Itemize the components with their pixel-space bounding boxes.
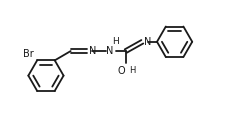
Text: N: N: [106, 46, 113, 56]
Text: H: H: [129, 66, 135, 75]
Text: N: N: [144, 37, 151, 47]
Text: H: H: [112, 37, 119, 46]
Text: N: N: [89, 46, 96, 56]
Text: O: O: [117, 66, 125, 76]
Text: Br: Br: [23, 49, 34, 59]
